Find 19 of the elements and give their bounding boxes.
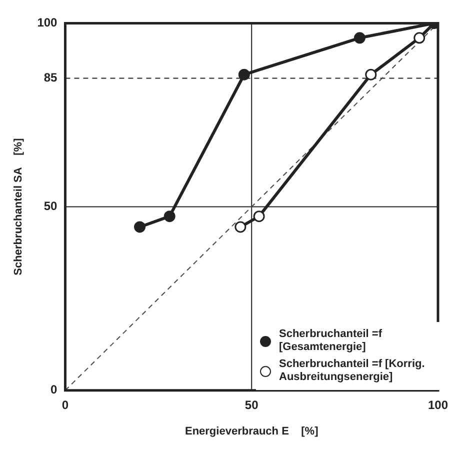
point bbox=[238, 68, 250, 80]
x-tick-label: 50 bbox=[244, 398, 259, 412]
legend-label: Scherbruchanteil =f [Korrig. Ausbreitungsenergie] bbox=[279, 358, 426, 384]
x-axis-title: Energieverbrauch E [%] bbox=[184, 425, 319, 438]
point bbox=[134, 221, 146, 233]
point bbox=[164, 210, 176, 222]
y-tick-label: 100 bbox=[37, 16, 58, 30]
point bbox=[234, 221, 246, 233]
y-tick-label: 0 bbox=[50, 382, 58, 397]
point bbox=[414, 32, 426, 44]
point bbox=[354, 32, 366, 44]
point bbox=[365, 68, 377, 80]
y-tick-label: 85 bbox=[44, 70, 58, 85]
legend-label: Scherbruchanteil =f [Gesamtenergie] bbox=[279, 328, 384, 354]
point bbox=[253, 210, 265, 222]
x-tick-label: 100 bbox=[428, 398, 448, 412]
y-axis-title: Scherbruchanteil SA [%] bbox=[12, 138, 25, 276]
x-tick-label: 0 bbox=[62, 398, 69, 412]
y-tick-label: 50 bbox=[44, 199, 58, 214]
